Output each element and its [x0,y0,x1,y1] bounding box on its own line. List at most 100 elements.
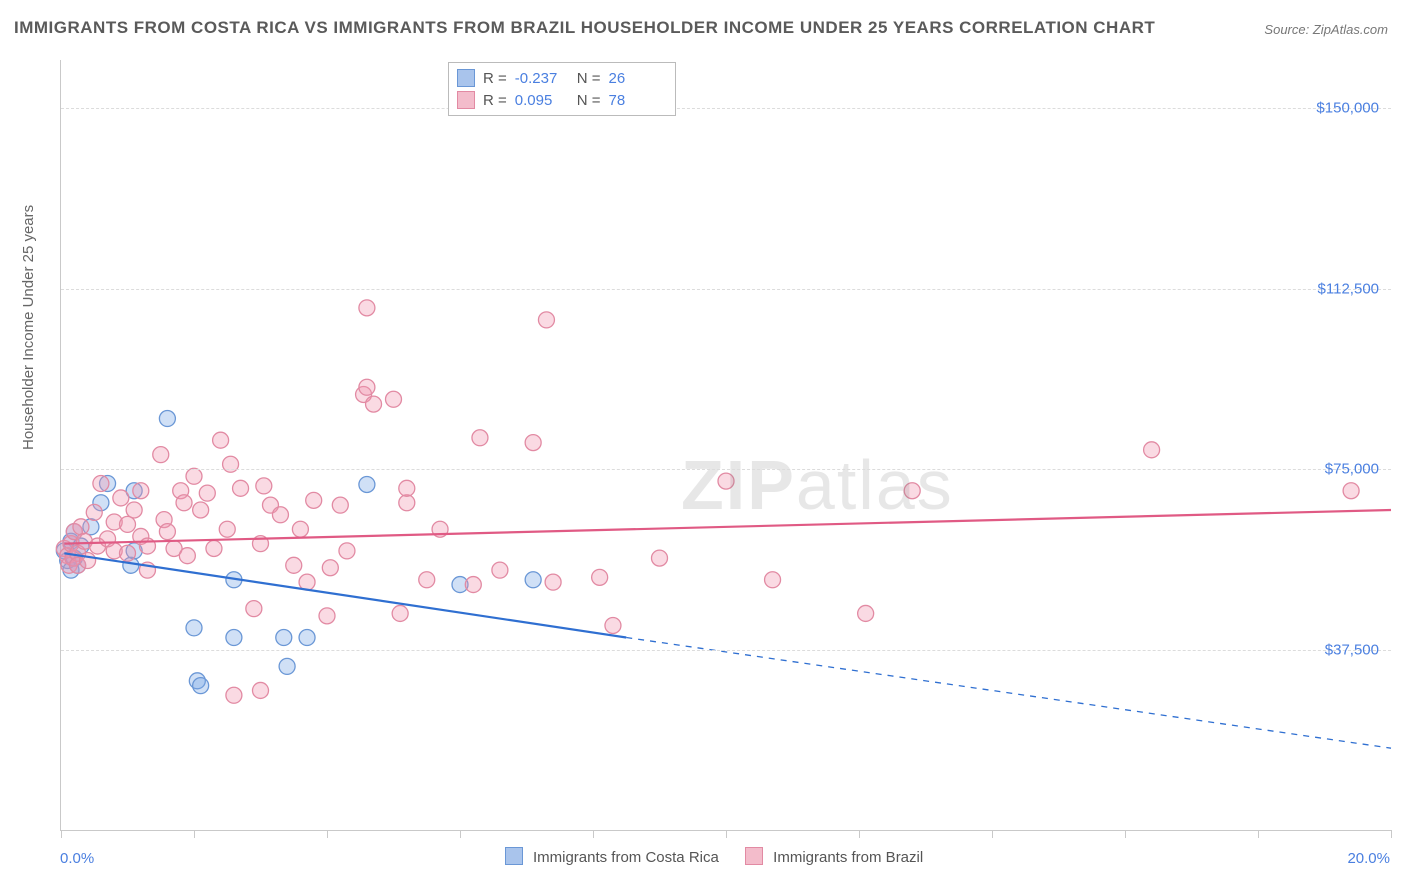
y-tick-label: $75,000 [1325,461,1379,478]
x-tick [1391,830,1392,838]
scatter-point-brazil [159,524,175,540]
scatter-point-brazil [292,521,308,537]
scatter-point-brazil [605,617,621,633]
scatter-point-brazil [120,545,136,561]
r-label: R = [483,92,507,109]
legend-row-brazil: R = 0.095 N = 78 [457,89,663,111]
x-tick [859,830,860,838]
scatter-point-brazil [359,379,375,395]
trend-line-dashed-costa_rica [626,638,1391,749]
r-label: R = [483,70,507,87]
n-value-costa-rica: 26 [609,70,663,87]
scatter-point-costa_rica [279,658,295,674]
scatter-point-brazil [233,480,249,496]
r-value-brazil: 0.095 [515,92,569,109]
scatter-point-brazil [492,562,508,578]
chart-title: IMMIGRANTS FROM COSTA RICA VS IMMIGRANTS… [14,18,1155,38]
plot-area: ZIPatlas $37,500$75,000$112,500$150,000 [60,60,1391,831]
scatter-point-brazil [306,492,322,508]
scatter-point-brazil [73,519,89,535]
scatter-point-brazil [272,507,288,523]
y-tick-label: $150,000 [1316,100,1379,117]
x-tick [327,830,328,838]
scatter-point-brazil [359,300,375,316]
scatter-point-brazil [176,495,192,511]
scatter-point-costa_rica [226,630,242,646]
scatter-point-brazil [1144,442,1160,458]
scatter-point-brazil [472,430,488,446]
gridline [61,108,1391,109]
scatter-point-brazil [286,557,302,573]
scatter-point-brazil [246,601,262,617]
trend-line-costa_rica [64,553,626,637]
gridline [61,469,1391,470]
scatter-point-brazil [126,502,142,518]
scatter-point-brazil [253,682,269,698]
gridline [61,650,1391,651]
scatter-point-brazil [538,312,554,328]
scatter-point-brazil [399,480,415,496]
chart-container: IMMIGRANTS FROM COSTA RICA VS IMMIGRANTS… [0,0,1406,892]
y-tick-label: $37,500 [1325,641,1379,658]
scatter-point-brazil [186,468,202,484]
scatter-point-brazil [219,521,235,537]
scatter-point-brazil [465,577,481,593]
scatter-point-brazil [93,476,109,492]
scatter-point-brazil [120,516,136,532]
y-tick-label: $112,500 [1318,280,1379,297]
chart-svg [61,60,1391,830]
x-tick [61,830,62,838]
scatter-point-costa_rica [276,630,292,646]
legend-swatch-costa-rica [505,847,523,865]
source-name: ZipAtlas.com [1313,22,1388,37]
x-tick [1125,830,1126,838]
scatter-point-brazil [113,490,129,506]
scatter-point-costa_rica [193,678,209,694]
scatter-point-brazil [256,478,272,494]
scatter-point-brazil [652,550,668,566]
swatch-costa-rica [457,69,475,87]
scatter-point-brazil [718,473,734,489]
x-tick [726,830,727,838]
scatter-point-brazil [858,605,874,621]
x-tick [460,830,461,838]
scatter-point-brazil [366,396,382,412]
legend-label-brazil: Immigrants from Brazil [773,849,923,866]
scatter-point-brazil [332,497,348,513]
scatter-point-brazil [226,687,242,703]
scatter-point-brazil [153,447,169,463]
y-axis-label: Householder Income Under 25 years [20,205,37,450]
scatter-point-costa_rica [359,476,375,492]
scatter-point-brazil [339,543,355,559]
gridline [61,289,1391,290]
n-label: N = [577,92,601,109]
scatter-point-brazil [419,572,435,588]
legend-label-costa-rica: Immigrants from Costa Rica [533,849,719,866]
correlation-legend: R = -0.237 N = 26 R = 0.095 N = 78 [448,62,676,116]
scatter-point-brazil [86,504,102,520]
n-value-brazil: 78 [609,92,663,109]
scatter-point-brazil [386,391,402,407]
scatter-point-brazil [392,605,408,621]
x-tick [194,830,195,838]
scatter-point-brazil [322,560,338,576]
scatter-point-brazil [206,540,222,556]
series-legend: Immigrants from Costa Rica Immigrants fr… [0,847,1406,866]
source-attribution: Source: ZipAtlas.com [1264,22,1388,37]
scatter-point-brazil [133,483,149,499]
source-label: Source: [1264,22,1309,37]
scatter-point-costa_rica [299,630,315,646]
n-label: N = [577,70,601,87]
x-tick [1258,830,1259,838]
scatter-point-brazil [1343,483,1359,499]
scatter-point-brazil [399,495,415,511]
scatter-point-brazil [199,485,215,501]
scatter-point-brazil [179,548,195,564]
scatter-point-brazil [525,435,541,451]
scatter-point-brazil [213,432,229,448]
scatter-point-costa_rica [525,572,541,588]
x-tick [992,830,993,838]
scatter-point-brazil [193,502,209,518]
scatter-point-brazil [904,483,920,499]
scatter-point-costa_rica [186,620,202,636]
